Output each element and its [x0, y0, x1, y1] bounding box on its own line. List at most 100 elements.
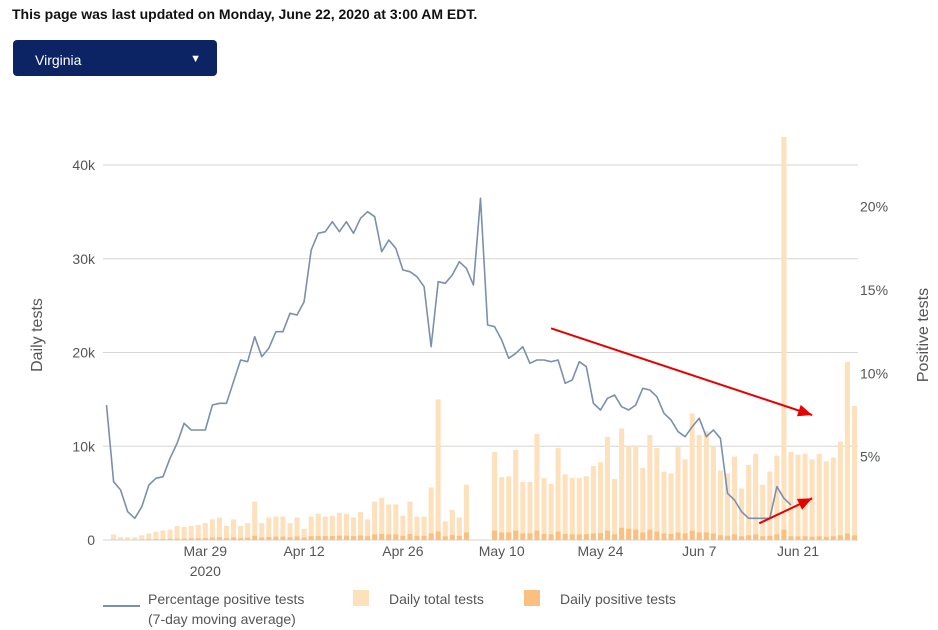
x-tick-label: May 24 — [577, 543, 623, 559]
y-axis-ticks: 0 10k 20k 30k 40k — [72, 157, 96, 548]
positive-test-bar — [463, 532, 469, 540]
total-test-bar — [654, 448, 660, 540]
total-test-bar — [562, 474, 568, 540]
total-test-bar — [195, 525, 201, 540]
total-test-bar — [463, 484, 469, 540]
y-tick-label: 20k — [72, 345, 96, 361]
positive-test-bar — [421, 535, 427, 540]
positive-test-bar — [633, 529, 639, 540]
total-test-bar — [343, 513, 349, 540]
positive-test-bar — [139, 539, 145, 540]
total-test-bar — [604, 436, 611, 540]
total-test-bar — [181, 526, 187, 540]
total-test-bar — [238, 525, 244, 540]
total-test-bar — [160, 530, 166, 540]
total-test-bar — [372, 501, 378, 540]
state-select[interactable]: Virginia ▼ — [13, 40, 217, 76]
total-test-bar — [492, 451, 498, 540]
positive-test-bar — [710, 533, 716, 540]
total-test-bar — [223, 525, 230, 540]
positive-test-bar — [414, 535, 420, 540]
positive-test-bar — [548, 534, 554, 540]
total-test-bar — [188, 525, 194, 540]
total-test-bar — [548, 483, 554, 540]
total-test-bar — [830, 457, 836, 540]
positive-test-bar — [188, 538, 194, 540]
x-tick-label: Mar 29 — [184, 543, 228, 559]
positive-test-bar — [562, 533, 568, 540]
total-test-bar — [590, 465, 596, 540]
total-test-bar — [216, 517, 222, 540]
positive-test-bar — [619, 527, 625, 540]
state-select-value: Virginia — [35, 52, 82, 68]
x-tick-label: Apr 26 — [382, 543, 423, 559]
total-test-bar — [379, 497, 385, 540]
arrow-head — [796, 404, 813, 417]
positive-test-bar — [851, 535, 858, 540]
positive-test-bar — [287, 537, 293, 540]
total-test-bar — [456, 517, 462, 540]
positive-test-bar — [245, 537, 251, 540]
total-test-bar — [400, 515, 406, 540]
positive-test-bar — [153, 539, 159, 540]
total-test-bar — [308, 516, 314, 540]
positive-test-bar — [809, 536, 815, 540]
positive-test-bar — [675, 532, 681, 540]
total-test-bar — [703, 431, 709, 540]
positive-test-bar — [781, 529, 787, 540]
total-test-bar — [266, 517, 272, 540]
positive-test-bar — [739, 536, 745, 540]
positive-test-bar — [682, 533, 688, 540]
positive-test-bar — [343, 535, 349, 540]
total-test-bar — [809, 459, 815, 540]
positive-test-bar — [336, 535, 342, 540]
positive-test-bar — [301, 537, 307, 540]
legend-label-percent-line2: (7-day moving average) — [148, 611, 296, 627]
total-test-bar — [167, 529, 173, 540]
positive-test-bar — [252, 535, 258, 540]
legend-label-positive: Daily positive tests — [560, 591, 676, 607]
positive-test-bar — [393, 534, 399, 540]
positive-test-bar — [230, 537, 237, 540]
positive-test-bar — [760, 536, 766, 540]
total-test-bar — [315, 513, 321, 540]
total-test-bar — [731, 456, 738, 540]
total-test-bar — [336, 512, 342, 540]
total-test-bar — [781, 136, 787, 540]
positive-test-bar — [830, 536, 836, 540]
total-test-bar — [837, 441, 843, 540]
arrow-shaft — [550, 327, 813, 416]
total-test-bar — [647, 435, 653, 540]
x-tick-label: Jun 7 — [682, 543, 716, 559]
total-test-bar — [393, 504, 399, 540]
positive-test-bar — [195, 538, 201, 540]
total-test-bar — [428, 487, 434, 540]
total-test-bar — [597, 462, 603, 540]
positive-test-bar — [696, 532, 702, 540]
positive-test-bar — [167, 538, 173, 540]
total-test-bar — [753, 453, 759, 540]
total-test-bar — [823, 461, 829, 540]
positive-test-bar — [174, 538, 180, 540]
positive-test-bar — [492, 530, 498, 540]
positive-test-bar — [442, 536, 448, 540]
total-test-bar — [259, 523, 265, 540]
total-test-bar — [273, 516, 279, 540]
total-test-bar — [449, 510, 455, 540]
positive-test-bar — [576, 534, 582, 540]
positive-test-bar — [259, 537, 265, 540]
total-test-bar — [788, 451, 794, 540]
total-test-bar — [851, 405, 858, 540]
positive-test-bar — [238, 538, 244, 540]
positive-test-bar — [358, 535, 364, 540]
positive-test-bar — [449, 534, 455, 540]
positive-test-bar — [555, 531, 561, 540]
total-test-bar — [435, 399, 441, 540]
legend-label-total: Daily total tests — [389, 591, 484, 607]
total-test-bar — [661, 471, 667, 540]
total-test-bar — [619, 428, 625, 540]
total-test-bar — [555, 448, 561, 540]
total-test-bar — [513, 450, 519, 540]
total-test-bar — [365, 519, 371, 540]
